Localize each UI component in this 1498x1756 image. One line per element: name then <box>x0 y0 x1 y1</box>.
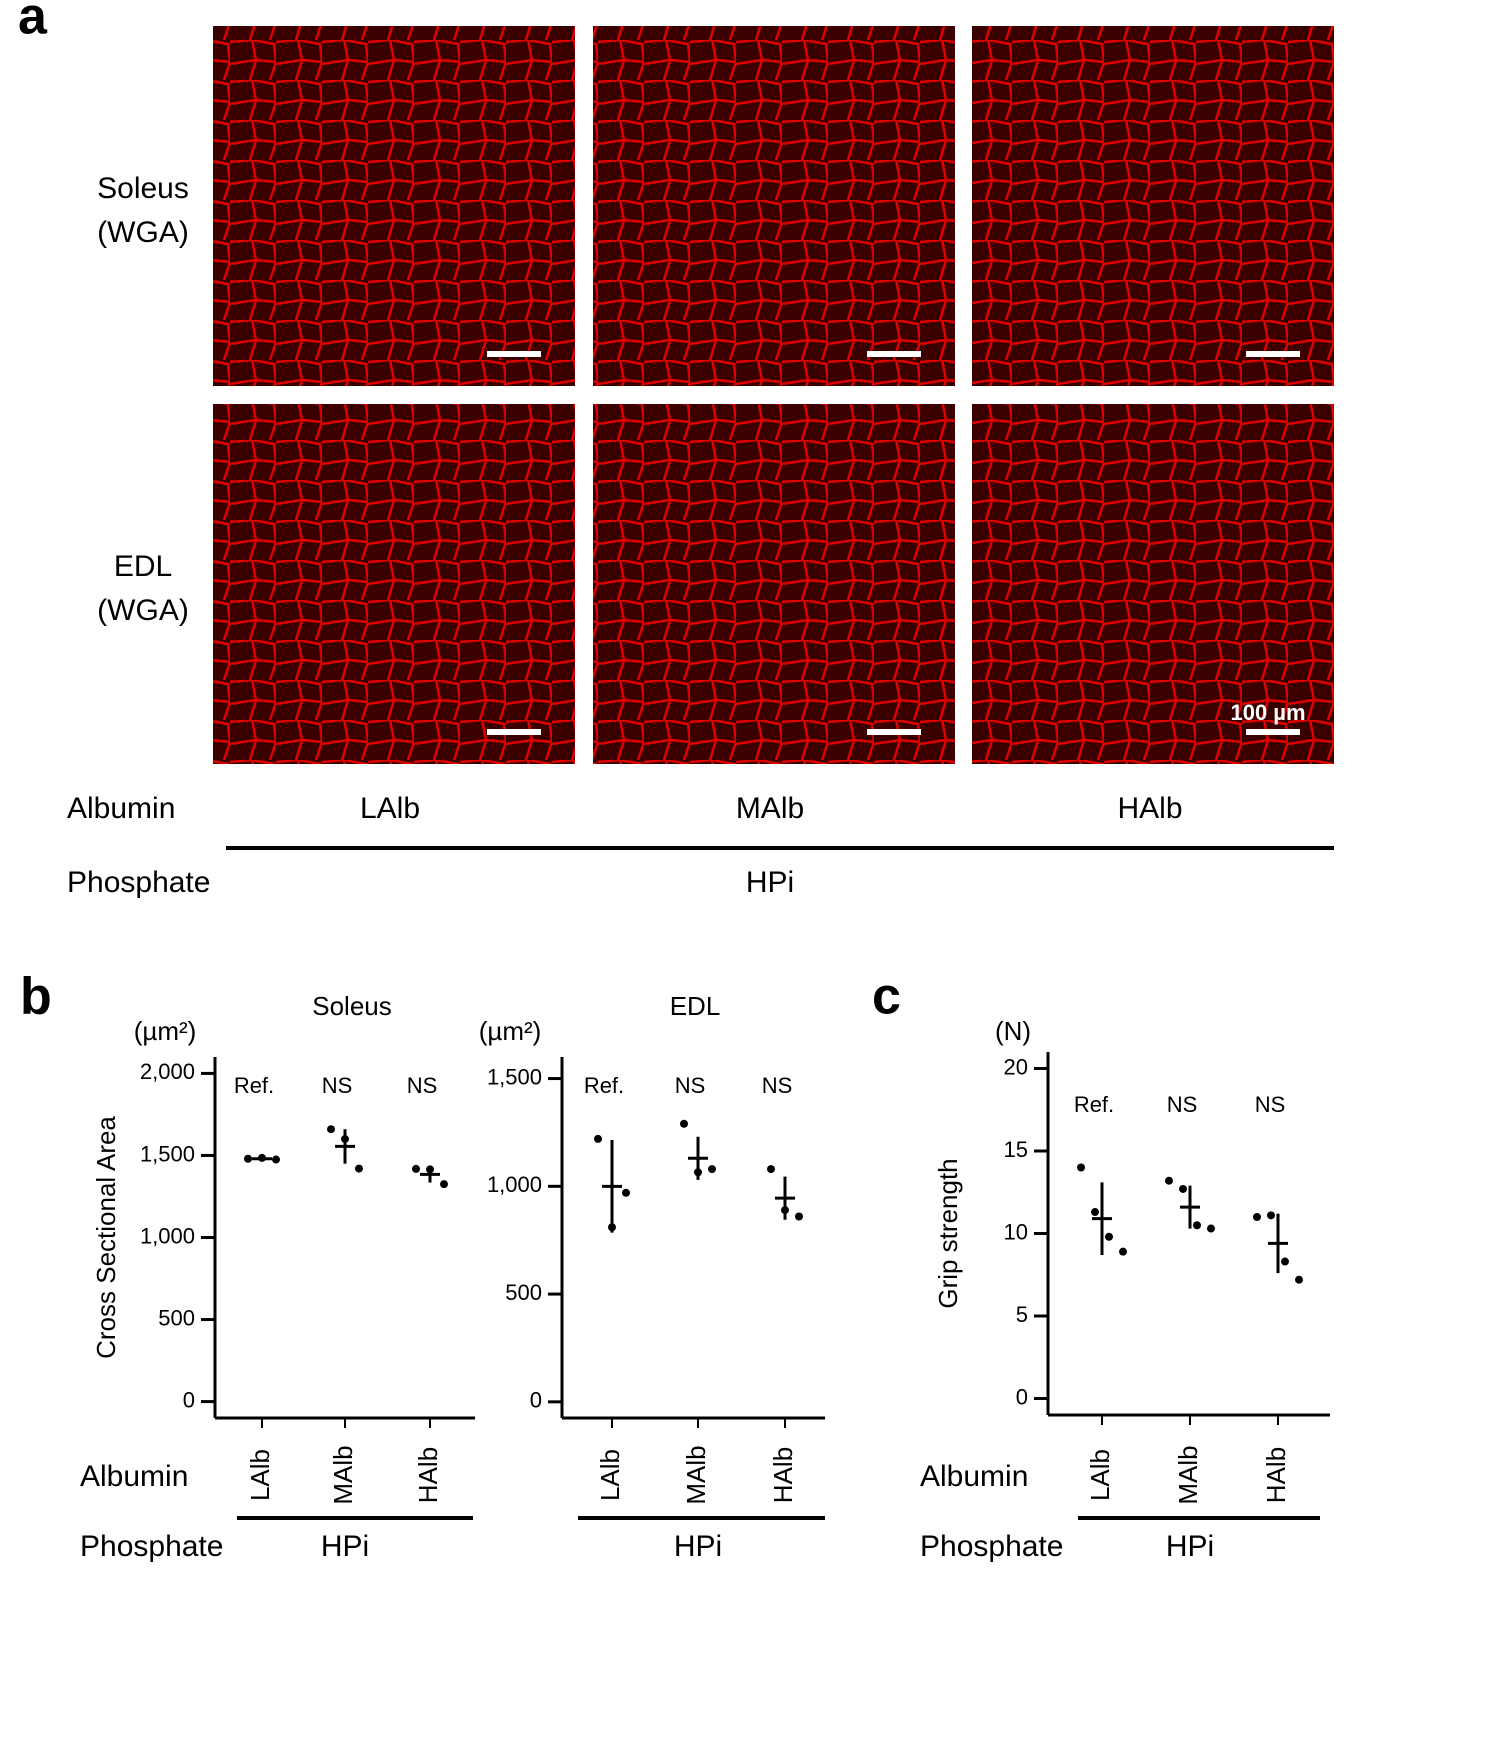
data-point <box>244 1154 252 1163</box>
data-point <box>594 1134 602 1143</box>
y-axis-label: Grip strength <box>933 1158 963 1308</box>
y-tick-label: 1,500 <box>140 1141 195 1166</box>
row-label: (WGA) <box>97 216 189 249</box>
annotation: NS <box>1167 1092 1198 1117</box>
y-unit: (µm²) <box>134 1016 197 1046</box>
y-tick-label: 2,000 <box>140 1059 195 1084</box>
group-label: MAlb <box>736 792 804 825</box>
data-point <box>795 1212 803 1221</box>
annotation: Ref. <box>234 1073 274 1098</box>
row-label: EDL <box>114 550 172 583</box>
annotation: Ref. <box>1074 1092 1114 1117</box>
x-tick-label: HAlb <box>1261 1447 1291 1503</box>
phosphate-label: Phosphate <box>67 866 210 899</box>
row-label: Soleus <box>97 172 189 205</box>
row-label: (WGA) <box>97 594 189 627</box>
data-point <box>412 1164 420 1173</box>
phosphate-group: HPi <box>1166 1530 1214 1563</box>
x-tick-label: HAlb <box>768 1447 798 1503</box>
x-tick-label: MAlb <box>1173 1445 1203 1504</box>
x-tick-label: MAlb <box>681 1445 711 1504</box>
panel-label: a <box>18 0 48 46</box>
x-tick-label: LAlb <box>1085 1449 1115 1501</box>
x-tick-label: LAlb <box>245 1449 275 1501</box>
albumin-label: Albumin <box>80 1460 188 1493</box>
data-point <box>1193 1221 1201 1230</box>
y-tick-label: 1,000 <box>140 1223 195 1248</box>
data-point <box>1253 1213 1261 1221</box>
phosphate-label: Phosphate <box>80 1530 223 1563</box>
group-label: HAlb <box>1117 792 1182 825</box>
micrograph <box>213 404 575 764</box>
micrograph <box>972 26 1334 386</box>
y-tick-label: 500 <box>505 1280 542 1305</box>
y-axis-label: Cross Sectional Area <box>91 1116 121 1359</box>
micrograph <box>593 26 955 386</box>
y-tick-label: 5 <box>1016 1302 1028 1327</box>
data-point <box>767 1165 775 1174</box>
y-tick-label: 500 <box>158 1305 195 1330</box>
data-point <box>272 1155 280 1164</box>
y-tick-label: 1,000 <box>487 1172 542 1197</box>
data-point <box>355 1164 363 1173</box>
y-tick-label: 1,500 <box>487 1064 542 1089</box>
y-tick-label: 15 <box>1004 1137 1028 1162</box>
data-point <box>1091 1208 1099 1217</box>
y-tick-label: 10 <box>1004 1219 1028 1244</box>
data-point <box>708 1165 716 1174</box>
panel-label: c <box>872 968 901 1026</box>
annotation: NS <box>322 1073 353 1098</box>
phosphate-group: HPi <box>674 1530 722 1563</box>
phosphate-group: HPi <box>746 866 794 899</box>
annotation: NS <box>675 1073 706 1098</box>
annotation: NS <box>762 1073 793 1098</box>
y-tick-label: 0 <box>183 1387 195 1412</box>
data-point <box>1281 1257 1289 1266</box>
y-unit: (N) <box>995 1016 1031 1046</box>
annotation: Ref. <box>584 1073 624 1098</box>
y-tick-label: 0 <box>1016 1384 1028 1409</box>
x-tick-label: HAlb <box>413 1447 443 1503</box>
y-unit: (µm²) <box>479 1016 542 1046</box>
x-tick-label: LAlb <box>595 1449 625 1501</box>
annotation: NS <box>1255 1092 1286 1117</box>
data-point <box>680 1119 688 1128</box>
data-point <box>622 1188 630 1197</box>
data-point <box>1165 1176 1173 1185</box>
y-tick-label: 0 <box>530 1388 542 1413</box>
scale-bar-label: 100 µm <box>1230 700 1305 725</box>
data-point <box>1295 1275 1303 1284</box>
micrograph <box>213 26 575 386</box>
chart-title: Soleus <box>312 991 392 1021</box>
micrograph <box>972 404 1334 764</box>
data-point <box>1267 1211 1275 1220</box>
data-point <box>327 1125 335 1134</box>
data-point <box>440 1180 448 1189</box>
y-tick-label: 20 <box>1004 1054 1028 1079</box>
phosphate-label: Phosphate <box>920 1530 1063 1563</box>
micrograph <box>593 404 955 764</box>
data-point <box>1179 1184 1187 1193</box>
albumin-label: Albumin <box>920 1460 1028 1493</box>
data-point <box>1077 1163 1085 1172</box>
x-tick-label: MAlb <box>328 1445 358 1504</box>
data-point <box>1119 1247 1127 1256</box>
phosphate-group: HPi <box>321 1530 369 1563</box>
chart-title: EDL <box>670 991 721 1021</box>
group-label: LAlb <box>360 792 420 825</box>
panel-label: b <box>20 968 52 1026</box>
data-point <box>1207 1224 1215 1233</box>
data-point <box>1105 1232 1113 1241</box>
albumin-label: Albumin <box>67 792 175 825</box>
annotation: NS <box>407 1073 438 1098</box>
